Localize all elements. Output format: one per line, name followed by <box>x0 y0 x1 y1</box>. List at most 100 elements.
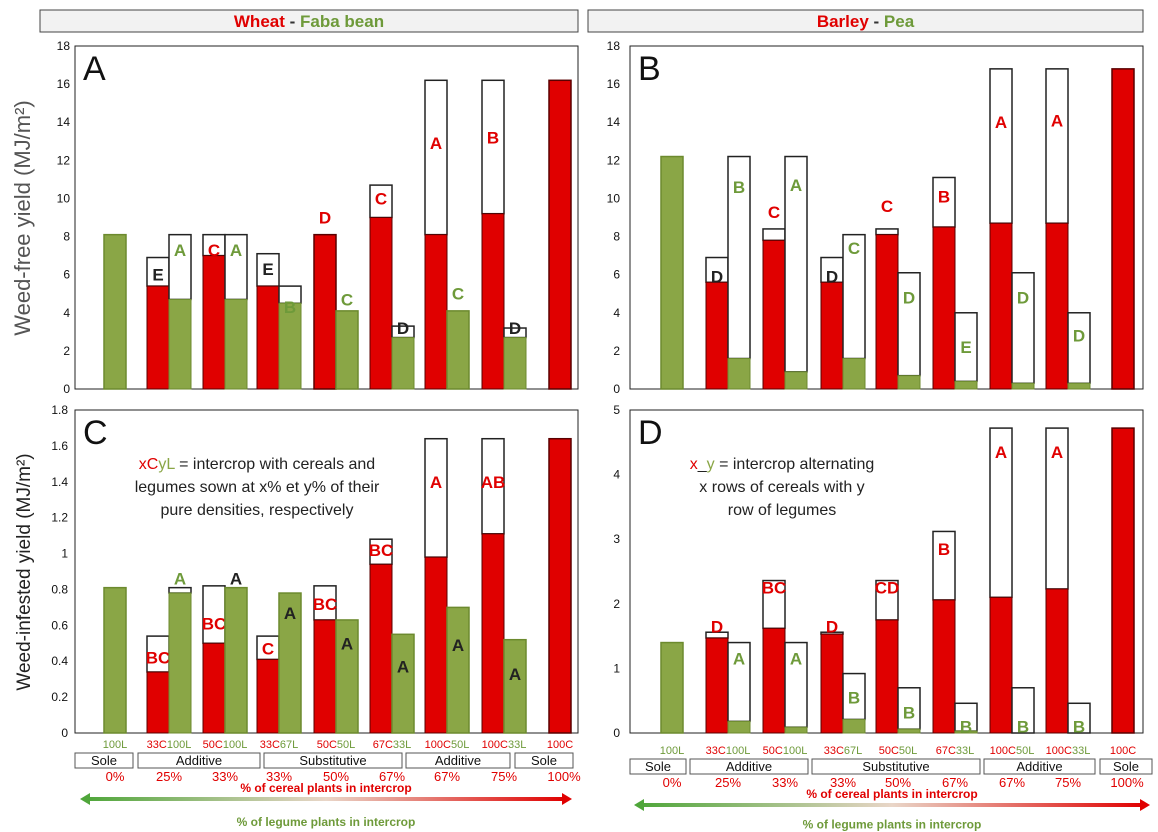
y-tick-label: 14 <box>607 115 621 129</box>
y-tick-label: 2 <box>613 597 620 611</box>
significance-letter: C <box>208 241 220 260</box>
y-tick-label: 5 <box>613 403 620 417</box>
cereal-percent-label: 33% <box>212 769 238 784</box>
bar-cereal <box>989 222 1013 390</box>
bar-potential <box>424 437 448 558</box>
significance-letter: B <box>1073 718 1085 737</box>
design-box <box>74 752 134 769</box>
legume-arrow-label: % of legume plants in intercrop <box>803 817 982 831</box>
treatment-label: 50C50L <box>317 739 356 751</box>
significance-letter: A <box>790 176 802 195</box>
significance-letter: C <box>881 197 893 216</box>
treatment-legume-part: 50L <box>337 739 355 751</box>
bar-potential <box>989 68 1013 224</box>
treatment-legume-part: 50L <box>1016 745 1034 757</box>
significance-letter: A <box>174 241 186 260</box>
bar-legume <box>168 592 192 734</box>
design-box <box>405 752 511 769</box>
y-tick-label: 18 <box>57 39 71 53</box>
bar-legume <box>660 155 684 390</box>
arrow-line <box>86 797 566 801</box>
significance-letter: D <box>397 319 409 338</box>
cereal-percent-label: 67% <box>999 775 1025 790</box>
legend-note-D-line: x rows of cereals with y <box>699 479 864 496</box>
treatment-label: 33C67L <box>824 745 863 757</box>
bar-cereal <box>875 619 899 734</box>
bar-cereal <box>548 79 572 390</box>
legume-arrow-head <box>80 793 90 805</box>
legend-note-C-line: pure densities, respectively <box>161 502 354 519</box>
significance-letter: A <box>509 665 521 684</box>
treatment-cereal-part: 100C <box>547 739 573 751</box>
bar-cereal <box>424 234 448 390</box>
treatment-label: 100C33L <box>482 739 527 751</box>
treatment-legume-part: 100L <box>726 745 750 757</box>
significance-letter: D <box>903 289 915 308</box>
y-tick-label: 16 <box>607 77 621 91</box>
design-label: Additive <box>176 753 222 768</box>
cereal-percent-label: 75% <box>1055 775 1081 790</box>
y-tick-label: 3 <box>613 532 620 546</box>
panel-letter: B <box>638 50 661 88</box>
bar-cereal <box>146 285 170 390</box>
significance-letter: D <box>319 209 331 228</box>
bar-potential <box>424 79 448 236</box>
y-tick-label: 1.8 <box>51 403 68 417</box>
significance-letter: A <box>284 604 296 623</box>
bar-legume <box>503 337 527 390</box>
significance-letter: A <box>733 650 745 669</box>
treatment-cereal-part: 33C <box>147 739 167 751</box>
y-tick-label: 1.4 <box>51 475 68 489</box>
treatment-label: 50C50L <box>879 745 918 757</box>
cereal-percent-label: 67% <box>942 775 968 790</box>
treatment-cereal-part: 67C <box>373 739 393 751</box>
design-label: Additive <box>435 753 481 768</box>
y-tick-label: 10 <box>607 191 621 205</box>
cereal-percent-label: 33% <box>830 775 856 790</box>
y-tick-label: 0 <box>613 726 620 740</box>
y-tick-label: 0 <box>63 382 70 396</box>
bar-cereal <box>1111 427 1135 734</box>
significance-letter: C <box>375 189 387 208</box>
treatment-label: 50C100L <box>763 745 808 757</box>
cereal-percent-label: 100% <box>1110 775 1144 790</box>
cereal-percent-label: 67% <box>379 769 405 784</box>
bar-cereal <box>705 637 729 734</box>
y-tick-label: 12 <box>607 153 621 167</box>
bar-cereal <box>1045 588 1069 734</box>
design-label: Sole <box>1113 759 1139 774</box>
bar-legume <box>103 233 127 390</box>
bar-legume <box>335 310 359 390</box>
treatment-legume-part: 33L <box>508 739 526 751</box>
design-label: Sole <box>91 753 117 768</box>
bar-cereal <box>313 619 337 734</box>
legend-note-segment: row of legumes <box>728 502 837 519</box>
treatment-cereal-part: 100C <box>1046 745 1072 757</box>
y-axis-title-top: Weed-free yield (MJ/m²) <box>10 100 35 336</box>
significance-letter: BC <box>369 541 394 560</box>
header-right-box <box>587 9 1144 33</box>
significance-letter: A <box>341 634 353 653</box>
treatment-cereal-part: 50C <box>317 739 337 751</box>
legume-arrow-label: % of legume plants in intercrop <box>237 815 416 829</box>
significance-letter: D <box>826 268 838 287</box>
y-axis-title-bottom: Weed-infested yield (MJ/m²) <box>14 453 35 690</box>
y-tick-label: 0.2 <box>51 690 68 704</box>
design-label: Sole <box>645 759 671 774</box>
panel-letter: C <box>83 414 108 452</box>
bar-cereal <box>256 285 280 390</box>
legend-note-segment: yL <box>158 456 175 473</box>
design-label: Substitutive <box>299 753 366 768</box>
bar-legume <box>954 730 978 734</box>
treatment-label: 100L <box>103 739 127 751</box>
header-left-box <box>39 9 579 33</box>
cereal-percent-label: 33% <box>266 769 292 784</box>
treatment-label: 33C100L <box>147 739 192 751</box>
significance-letter: A <box>995 443 1007 462</box>
bar-cereal <box>762 627 786 734</box>
cereal-arrow-head <box>562 793 572 805</box>
design-box <box>137 752 261 769</box>
significance-letter: CD <box>875 579 900 598</box>
